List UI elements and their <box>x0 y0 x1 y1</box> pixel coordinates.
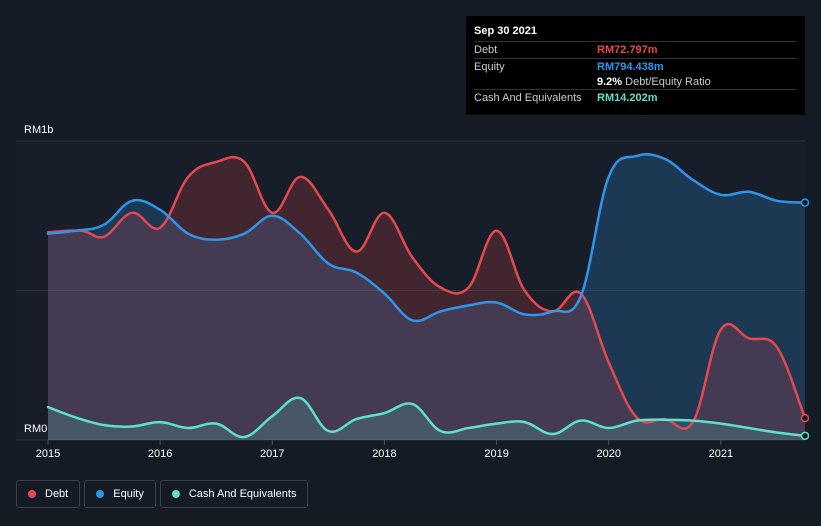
legend-item-cash[interactable]: Cash And Equivalents <box>159 480 309 508</box>
y-axis-top-label: RM1b <box>24 124 53 136</box>
debt-area <box>48 157 805 440</box>
equity-end-point <box>800 198 810 207</box>
legend-item-equity[interactable]: Equity <box>84 480 156 508</box>
legend-debt-label: Debt <box>45 488 69 500</box>
tooltip-date: Sep 30 2021 <box>474 25 537 37</box>
x-axis-ticks: 2015 2016 2017 2018 2019 2020 2021 <box>36 440 733 460</box>
tooltip-cash-label: Cash And Equivalents <box>474 92 582 104</box>
legend-item-debt[interactable]: Debt <box>16 480 81 508</box>
legend-cash-dot-icon <box>171 490 180 498</box>
tooltip-cash-value: RM14.202m <box>597 92 658 104</box>
legend-equity-dot-icon <box>96 490 105 498</box>
x-tick-label-2019: 2019 <box>484 448 508 460</box>
x-tick-label-2018: 2018 <box>372 448 396 460</box>
legend-equity-label: Equity <box>113 488 144 500</box>
chart-legend: Debt Equity Cash And Equivalents <box>16 480 309 508</box>
grid-lines <box>16 140 805 441</box>
x-tick-label-2015: 2015 <box>36 448 60 460</box>
tooltip-debt-label: Debt <box>474 44 498 56</box>
tooltip-equity-value: RM794.438m <box>597 61 664 73</box>
series-lines <box>46 153 807 439</box>
legend-debt-dot-icon <box>28 490 36 498</box>
equity-area <box>48 154 805 440</box>
equity-line <box>46 153 807 323</box>
tooltip-row-equity: Equity RM794.438m <box>474 58 797 75</box>
tooltip-row-ratio: 9.2% Debt/Equity Ratio <box>474 75 797 89</box>
data-tooltip: Sep 30 2021 Debt RM72.797m Equity RM794.… <box>466 16 805 115</box>
tooltip-row-debt: Debt RM72.797m <box>474 41 797 58</box>
debt-end-point <box>800 413 810 423</box>
cash-and-equivalents-line <box>46 396 807 439</box>
x-tick-label-2016: 2016 <box>148 448 172 460</box>
tooltip-equity-label: Equity <box>474 61 505 73</box>
x-tick-label-2020: 2020 <box>596 448 620 460</box>
x-tick-label-2017: 2017 <box>260 448 284 460</box>
cash-and-equivalents-end-point <box>800 431 810 441</box>
debt-line <box>46 155 807 430</box>
y-axis-bottom-label: RM0 <box>24 423 47 435</box>
series-end-points <box>800 198 810 441</box>
tooltip-row-cash: Cash And Equivalents RM14.202m <box>474 89 797 106</box>
legend-cash-label: Cash And Equivalents <box>188 488 297 500</box>
tooltip-debt-value: RM72.797m <box>597 44 658 56</box>
x-tick-label-2021: 2021 <box>709 448 733 460</box>
tooltip-ratio-label: Debt/Equity Ratio <box>625 76 711 88</box>
tooltip-ratio-value: 9.2% <box>597 76 623 88</box>
